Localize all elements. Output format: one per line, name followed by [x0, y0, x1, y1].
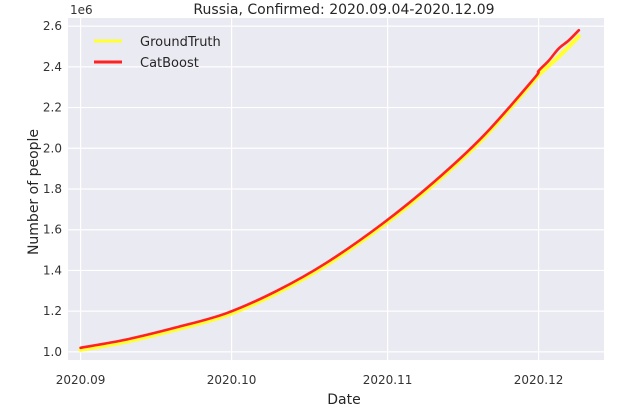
series-line-groundtruth	[78, 34, 581, 352]
y-tick-label: 1.6	[43, 223, 62, 237]
x-tick-label: 2020.12	[514, 373, 564, 387]
y-axis-offset-label: 1e6	[70, 3, 93, 17]
y-tick-label: 1.8	[43, 182, 62, 196]
grid-lines	[68, 18, 604, 360]
y-tick-label: 2.4	[43, 60, 62, 74]
y-tick-label: 1.4	[43, 263, 62, 277]
x-tick-label: 2020.10	[207, 373, 257, 387]
series-layer	[78, 28, 581, 352]
y-tick-label: 1.0	[43, 345, 62, 359]
y-tick-label: 2.0	[43, 141, 62, 155]
x-tick-label: 2020.09	[56, 373, 106, 387]
legend: GroundTruth CatBoost	[94, 35, 221, 71]
y-tick-label: 2.6	[43, 19, 62, 33]
legend-label: GroundTruth	[140, 35, 221, 50]
y-axis-label: Number of people	[26, 129, 42, 255]
x-axis-ticks: 2020.09 2020.10 2020.11 2020.12	[56, 373, 564, 387]
y-tick-label: 2.2	[43, 101, 62, 115]
legend-label: CatBoost	[140, 56, 199, 71]
x-tick-label: 2020.11	[363, 373, 413, 387]
x-axis-label: Date	[327, 392, 360, 408]
y-axis-ticks: 1.0 1.2 1.4 1.6 1.8 2.0 2.2 2.4 2.6	[43, 19, 62, 359]
series-line-catboost	[79, 28, 581, 350]
y-tick-label: 1.2	[43, 304, 62, 318]
chart-title: Russia, Confirmed: 2020.09.04-2020.12.09	[193, 2, 494, 18]
